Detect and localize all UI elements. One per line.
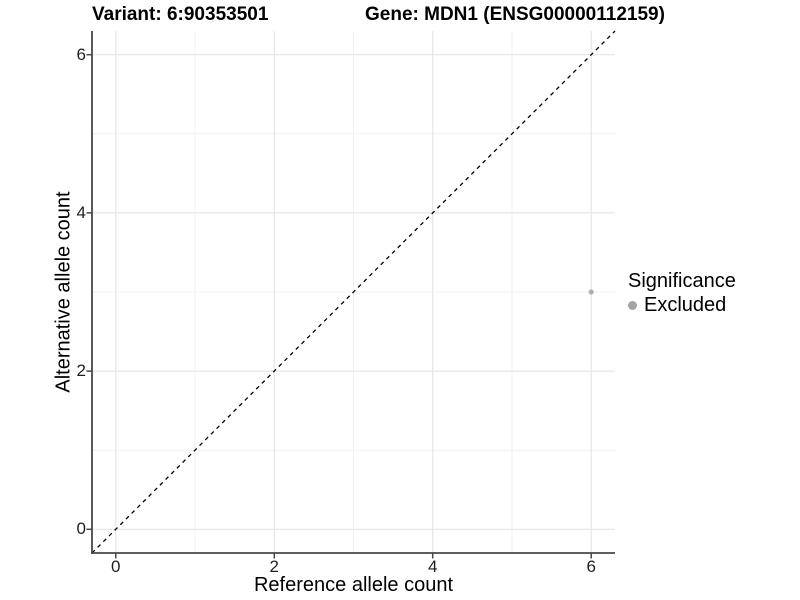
tick-marks xyxy=(86,53,592,559)
x-axis-title: Reference allele count xyxy=(253,574,453,596)
x-axis-tick-label: 4 xyxy=(428,557,438,576)
axis-lines xyxy=(91,31,615,554)
grid-minor xyxy=(92,31,615,553)
y-axis-title: Alternative allele count xyxy=(52,191,75,393)
legend-item-label: Excluded xyxy=(644,294,727,316)
y-axis-tick-label: 2 xyxy=(76,361,86,381)
identity-reference-line xyxy=(91,30,616,554)
y-axis-tick-label: 0 xyxy=(76,519,86,539)
x-axis-tick-label: 0 xyxy=(111,557,121,576)
legend-point-icon xyxy=(628,300,637,310)
y-axis-tick-label: 4 xyxy=(76,202,86,222)
plot-title-gene: Gene: MDN1 (ENSG00000112159) xyxy=(365,4,665,25)
x-axis-tick-label: 2 xyxy=(269,557,279,576)
plot-title-variant: Variant: 6:90353501 xyxy=(92,4,269,25)
data-point xyxy=(588,289,594,295)
legend-item-excluded: Excluded xyxy=(628,295,736,315)
legend: Significance Excluded xyxy=(628,270,736,315)
x-axis-tick-label: 6 xyxy=(586,557,596,576)
y-axis-tick-label: 6 xyxy=(76,44,86,64)
legend-title: Significance xyxy=(628,270,736,292)
series-excluded xyxy=(588,289,594,295)
